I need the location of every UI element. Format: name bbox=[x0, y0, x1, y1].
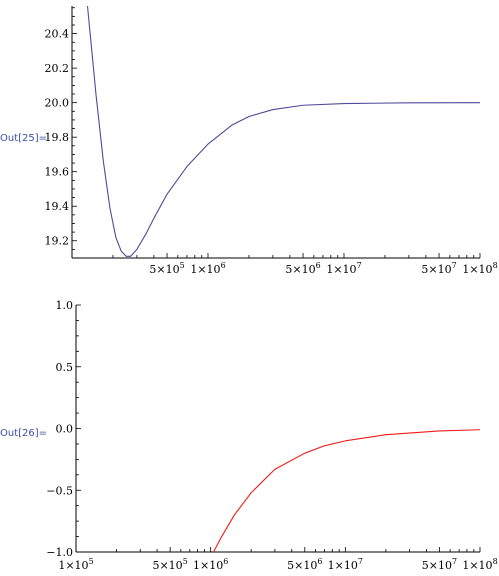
x-tick-label: 1×107 bbox=[326, 261, 361, 276]
x-tick-label: 5×107 bbox=[421, 261, 456, 276]
y-tick-label: −1.0 bbox=[46, 546, 73, 559]
x-tick-label: 1×108 bbox=[462, 261, 497, 276]
y-tick-label: 19.2 bbox=[45, 235, 70, 248]
x-tick-label: 5×105 bbox=[152, 557, 187, 572]
y-tick-label: 1.0 bbox=[56, 299, 74, 312]
y-tick-label: −0.5 bbox=[46, 484, 73, 497]
output-label-1: Out[25]= bbox=[0, 133, 48, 144]
y-tick-label: 19.6 bbox=[45, 166, 70, 179]
series-line bbox=[213, 429, 481, 553]
y-tick-label: 19.4 bbox=[45, 200, 70, 213]
plot-out25: 19.2 19.4 19.6 19.8 20.0 20.2 20.4 5×105 1×106 5×… bbox=[45, 5, 498, 276]
x-tick-label: 1×106 bbox=[190, 261, 225, 276]
x-tick-label: 1×105 bbox=[58, 557, 93, 572]
x-tick-label: 1×106 bbox=[193, 557, 228, 572]
x-tick-label: 5×107 bbox=[422, 557, 457, 572]
x-tick-label: 5×106 bbox=[287, 557, 322, 572]
y-tick-label: 19.8 bbox=[45, 131, 70, 144]
y-tick-label: 20.0 bbox=[45, 97, 70, 110]
y-tick-label: 20.2 bbox=[45, 62, 70, 75]
plot-out26: −1.0 −0.5 0.0 0.5 1.0 1×105 5×105 1×106 5×106 1×1… bbox=[46, 299, 497, 572]
x-tick-label: 1×107 bbox=[328, 557, 363, 572]
y-tick-label: 0.5 bbox=[56, 361, 74, 374]
y-tick-label: 20.4 bbox=[45, 28, 70, 41]
x-tick-label: 5×105 bbox=[149, 261, 184, 276]
output-label-2: Out[26]= bbox=[0, 428, 48, 439]
x-tick-label: 5×106 bbox=[285, 261, 320, 276]
series-line bbox=[86, 5, 481, 257]
y-tick-label: 0.0 bbox=[56, 423, 74, 436]
x-tick-label: 1×108 bbox=[462, 557, 497, 572]
